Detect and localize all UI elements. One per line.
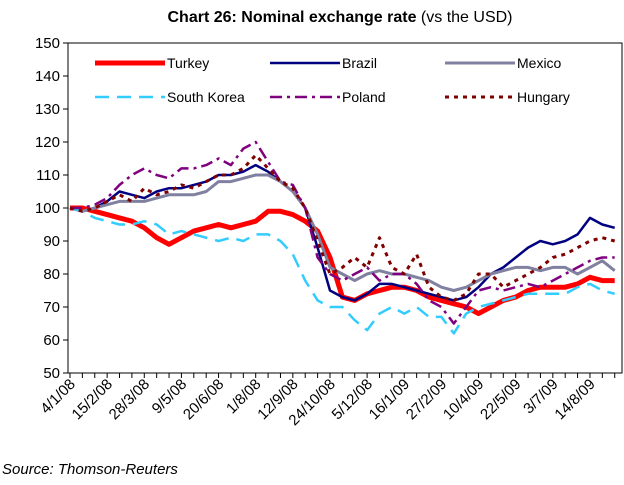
y-tick-label: 50: [43, 365, 60, 382]
x-tick-label: 5/12/08: [329, 376, 376, 423]
x-tick-label: 14/8/09: [551, 376, 598, 423]
source: Source: Thomson-Reuters: [2, 461, 178, 478]
legend-label: Mexico: [517, 55, 562, 71]
x-tick-label: 10/4/09: [440, 376, 487, 423]
y-tick-label: 70: [43, 299, 60, 316]
y-tick-label: 130: [35, 101, 60, 118]
legend-label: Turkey: [167, 55, 209, 71]
chart-title: Chart 26: Nominal exchange rate (vs the …: [168, 9, 513, 26]
legend-label: Poland: [342, 89, 386, 105]
legend-label: South Korea: [167, 89, 245, 105]
x-tick-label: 15/2/08: [69, 376, 116, 423]
series-line: [69, 173, 616, 292]
x-tick-label: 20/6/08: [180, 376, 227, 423]
title-main: Chart 26: Nominal exchange rate: [168, 9, 417, 26]
series-line: [69, 163, 616, 302]
y-tick-label: 80: [43, 266, 60, 283]
legend: [86, 50, 616, 112]
y-tick-label: 110: [36, 167, 60, 184]
x-tick-label: 22/5/09: [477, 376, 524, 423]
y-tick-label: 60: [43, 332, 60, 349]
x-tick-label: 28/3/08: [106, 376, 153, 423]
y-tick-label: 150: [35, 35, 60, 52]
series-line: [69, 153, 616, 302]
y-tick-label: 140: [35, 68, 60, 85]
legend-label: Brazil: [342, 55, 377, 71]
x-tick-label: 27/2/09: [403, 376, 450, 423]
y-tick-label: 90: [43, 233, 60, 250]
series-line: [69, 206, 616, 335]
series-line: [70, 140, 615, 325]
y-tick-label: 120: [35, 134, 60, 151]
x-tick-label: 16/1/09: [366, 376, 413, 423]
title-note: (vs the USD): [421, 9, 513, 26]
legend-label: Hungary: [517, 89, 570, 105]
y-tick-label: 100: [35, 200, 60, 217]
